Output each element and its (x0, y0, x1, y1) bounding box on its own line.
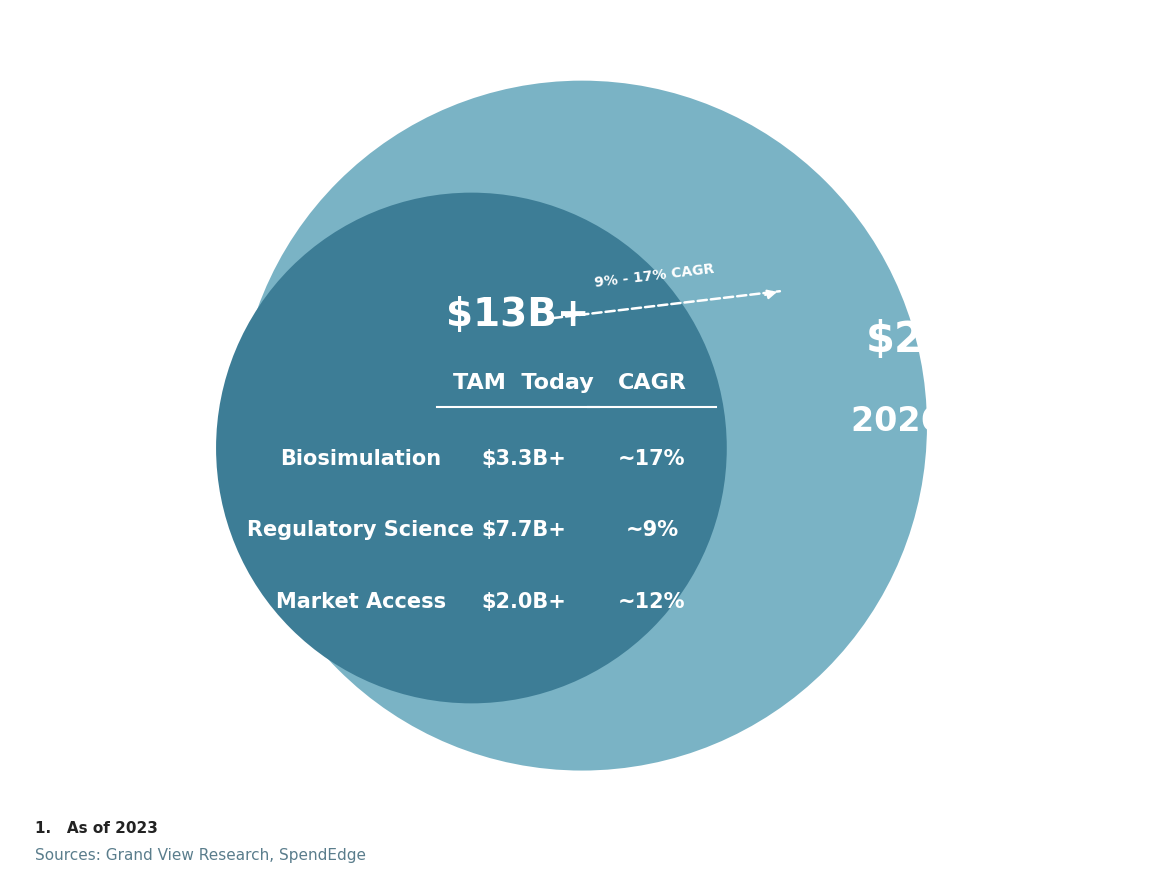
Text: Market Access: Market Access (276, 592, 446, 612)
Text: Biosimulation: Biosimulation (281, 449, 441, 469)
Text: 9% - 17% CAGR: 9% - 17% CAGR (594, 262, 716, 290)
Circle shape (237, 81, 927, 771)
Text: 1.   As of 2023: 1. As of 2023 (35, 822, 158, 836)
Text: TAM  Today: TAM Today (454, 374, 594, 393)
Text: Sources: Grand View Research, SpendEdge: Sources: Grand View Research, SpendEdge (35, 849, 365, 863)
Text: ~12%: ~12% (618, 592, 686, 612)
Text: $21B+: $21B+ (866, 320, 1020, 361)
Text: $2.0B+: $2.0B+ (482, 592, 566, 612)
Text: Regulatory Science: Regulatory Science (247, 521, 475, 540)
Text: 2026 TAM: 2026 TAM (851, 405, 1035, 437)
Text: ~17%: ~17% (618, 449, 686, 469)
Text: $3.3B+: $3.3B+ (482, 449, 566, 469)
Text: ~9%: ~9% (625, 521, 679, 540)
Text: CAGR: CAGR (617, 374, 687, 393)
Circle shape (217, 193, 726, 703)
Text: $13B+: $13B+ (446, 297, 590, 334)
Text: $7.7B+: $7.7B+ (482, 521, 566, 540)
